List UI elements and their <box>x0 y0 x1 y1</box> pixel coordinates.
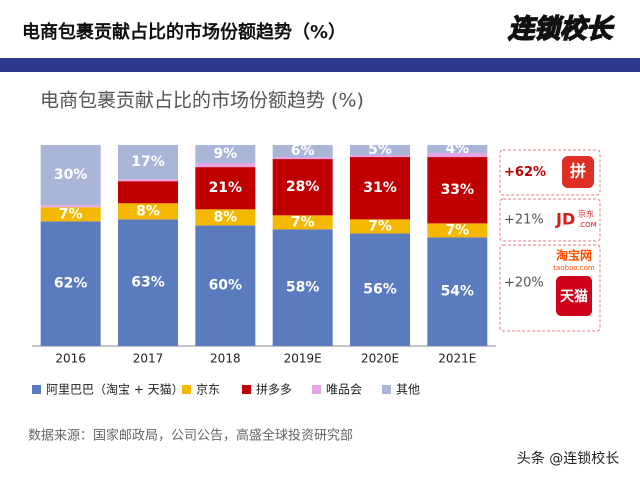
bar-segment <box>118 181 178 204</box>
value-label: 17% <box>131 154 165 170</box>
value-label: 60% <box>209 278 243 294</box>
value-label: 7% <box>368 218 392 234</box>
bar-segment <box>272 159 333 216</box>
x-tick-label: 2017 <box>133 352 164 366</box>
bar-segment <box>427 237 488 346</box>
pdd-logo-bg <box>562 156 594 188</box>
value-label: 30% <box>54 167 88 183</box>
bar-segment <box>40 145 101 206</box>
panel-box <box>499 198 601 242</box>
bar-segment <box>195 209 256 226</box>
header-title: 电商包裹贡献占比的市场份额趋势（%） <box>22 21 346 43</box>
bar-segment <box>350 219 410 234</box>
value-label: 7% <box>445 222 469 238</box>
x-tick-label: 2018 <box>210 352 241 366</box>
bar-segment <box>350 145 410 156</box>
value-label: 56% <box>363 282 397 298</box>
value-label: 8% <box>213 209 237 225</box>
bar-segment <box>118 219 178 346</box>
bar-segment <box>427 153 488 158</box>
bar-segment <box>40 205 101 208</box>
bar-segment <box>195 163 256 168</box>
jd-logo: JD <box>555 210 575 229</box>
panel-change: +20% <box>504 276 544 291</box>
panel-change: +21% <box>504 213 544 228</box>
bar-segment <box>40 221 101 346</box>
legend-swatch <box>242 385 251 394</box>
chart-title: 电商包裹贡献占比的市场份额趋势 (%) <box>40 90 364 112</box>
value-label: 62% <box>54 276 88 292</box>
bar-segment <box>118 203 178 220</box>
value-label: 7% <box>291 214 315 230</box>
pdd-logo: 拼 <box>570 162 586 181</box>
panel-change: +62% <box>504 165 546 180</box>
value-label: 9% <box>213 146 237 162</box>
taobao-logo: 淘宝网 <box>556 248 592 263</box>
legend-label: 拼多多 <box>256 383 292 397</box>
x-tick-label: 2020E <box>361 352 399 366</box>
bar-segment <box>118 145 178 180</box>
value-label: 33% <box>441 182 475 198</box>
value-label: 31% <box>363 180 397 196</box>
header-stripe <box>0 58 640 72</box>
x-tick-label: 2021E <box>438 352 476 366</box>
legend-swatch <box>32 385 41 394</box>
tmall-logo-bg <box>556 276 592 316</box>
value-label: 8% <box>136 203 160 219</box>
value-label: 54% <box>441 284 475 300</box>
value-label: 4% <box>445 141 469 157</box>
bar-segment <box>272 229 333 346</box>
bar-segment <box>272 215 333 230</box>
bar-segment <box>195 167 256 210</box>
bar-segment <box>272 145 333 158</box>
x-tick-label: 2016 <box>55 352 86 366</box>
bar-segment <box>427 157 488 224</box>
header-logo: 连锁校长 <box>508 15 615 45</box>
value-label: 58% <box>286 280 320 296</box>
value-label: 63% <box>131 275 165 291</box>
legend-swatch <box>382 385 391 394</box>
bar-segment <box>40 207 101 222</box>
bar-segment <box>272 157 333 160</box>
value-label: 6% <box>291 143 315 159</box>
legend-label: 阿里巴巴（淘宝 + 天猫） <box>46 383 184 397</box>
bar-segment <box>195 145 256 164</box>
legend-swatch <box>312 385 321 394</box>
legend-swatch <box>182 385 191 394</box>
bar-segment <box>350 233 410 346</box>
source: 数据来源：国家邮政局，公司公告，高盛全球投资研究部 <box>28 428 353 444</box>
bar-segment <box>195 225 256 346</box>
legend-label: 唯品会 <box>326 383 362 397</box>
legend-label: 其他 <box>396 383 420 397</box>
bar-segment <box>350 155 410 158</box>
bar-segment <box>350 157 410 220</box>
watermark: 头条 @连锁校长 <box>517 450 619 467</box>
bar-segment <box>427 223 488 238</box>
tmall-logo: 天猫 <box>560 288 588 305</box>
value-label: 5% <box>368 142 392 158</box>
value-label: 28% <box>286 179 320 195</box>
jd-logo-com: .COM <box>578 221 597 229</box>
bar-segment <box>118 179 178 182</box>
legend-label: 京东 <box>196 383 220 397</box>
value-label: 7% <box>59 206 83 222</box>
x-tick-label: 2019E <box>284 352 322 366</box>
value-label: 21% <box>209 180 243 196</box>
taobao-url: taobao.com <box>553 264 595 272</box>
bar-segment <box>427 145 488 154</box>
jd-logo-cn: 京东 <box>578 209 594 219</box>
